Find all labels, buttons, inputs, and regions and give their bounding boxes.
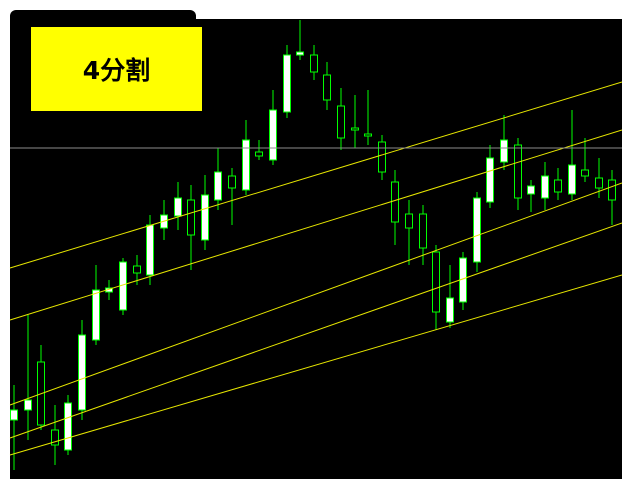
candle-body-18 — [256, 152, 263, 156]
split-label-box: 4分割 — [10, 10, 196, 106]
candle-body-36 — [501, 140, 508, 162]
candle-body-24 — [338, 106, 345, 138]
candle-body-30 — [420, 214, 427, 248]
candle-body-1 — [25, 400, 32, 410]
candle-body-9 — [134, 266, 141, 273]
candle-body-41 — [569, 165, 576, 194]
candle-body-29 — [406, 214, 413, 228]
candle-body-23 — [324, 75, 331, 100]
candle-body-43 — [596, 178, 603, 188]
candle-body-15 — [215, 172, 222, 200]
candle-body-10 — [147, 225, 154, 275]
candle-body-40 — [555, 180, 562, 192]
candle-body-31 — [433, 252, 440, 312]
candle-body-19 — [270, 110, 277, 160]
candle-body-26 — [365, 134, 372, 136]
split-label: 4分割 — [31, 27, 202, 111]
candle-body-32 — [447, 298, 454, 322]
candle-body-12 — [175, 198, 182, 216]
candle-body-5 — [79, 335, 86, 410]
candle-body-42 — [582, 170, 589, 176]
candle-body-34 — [474, 198, 481, 262]
candle-body-6 — [93, 290, 100, 340]
candle-body-44 — [609, 180, 616, 200]
candle-body-4 — [65, 403, 72, 450]
candle-body-16 — [229, 176, 236, 188]
candle-body-13 — [188, 200, 195, 235]
candle-body-22 — [311, 55, 318, 72]
candle-body-0 — [11, 410, 18, 420]
candle-body-37 — [515, 145, 522, 198]
candle-body-20 — [284, 55, 291, 112]
candle-body-35 — [487, 158, 494, 202]
candle-body-27 — [379, 142, 386, 172]
candle-body-38 — [528, 186, 535, 194]
candle-body-28 — [392, 182, 399, 222]
candle-body-14 — [202, 195, 209, 240]
candle-body-39 — [542, 176, 549, 198]
candle-body-21 — [297, 52, 304, 55]
candle-body-25 — [352, 128, 359, 130]
